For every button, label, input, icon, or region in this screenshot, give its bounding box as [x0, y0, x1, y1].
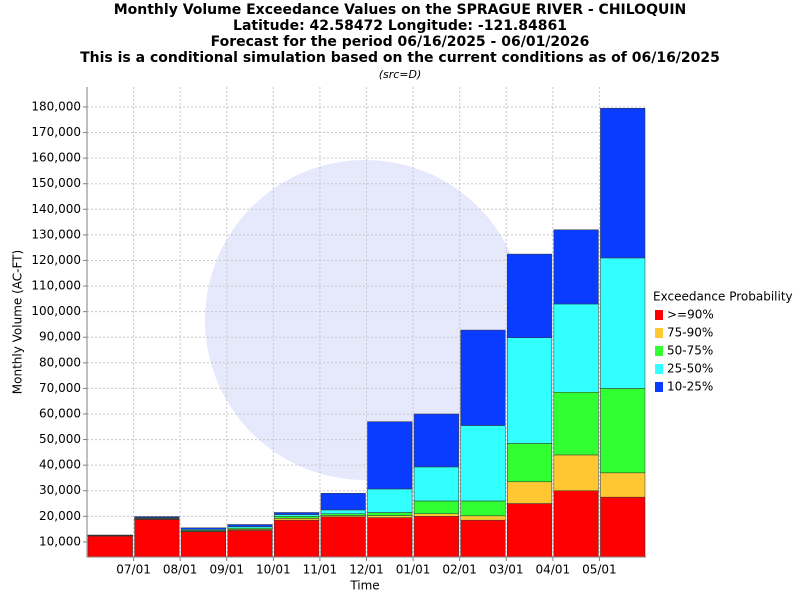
bar-segment — [134, 519, 180, 557]
subtitle: This is a conditional simulation based o… — [80, 50, 720, 66]
y-tick-label: 90,000 — [39, 330, 81, 344]
bar-segment — [320, 513, 366, 516]
y-axis-label: Monthly Volume (AC-FT) — [11, 250, 25, 394]
bar-segment — [367, 515, 413, 518]
y-tick-label: 10,000 — [39, 534, 81, 548]
bar-segment — [553, 303, 599, 393]
y-tick-label: 80,000 — [39, 355, 81, 369]
bar-segment — [413, 516, 459, 557]
bar-segment — [180, 531, 227, 557]
bar-segment — [553, 454, 599, 491]
chart-title: Monthly Volume Exceedance Values on the … — [114, 2, 687, 18]
bar-segment — [274, 516, 320, 519]
bar-segment — [367, 421, 413, 490]
bar-segment — [367, 512, 413, 516]
x-axis-label: Time — [349, 579, 379, 593]
subtitle: Forecast for the period 06/16/2025 - 06/… — [211, 34, 590, 50]
bar-segment — [320, 493, 366, 511]
bar-segment — [367, 517, 413, 557]
x-tick-label: 05/01 — [582, 563, 617, 577]
legend-swatch — [655, 382, 663, 392]
bar-segment — [413, 500, 459, 515]
legend-swatch — [655, 346, 663, 356]
bar-segment — [600, 388, 646, 474]
bar-segment — [274, 514, 320, 517]
y-tick-label: 60,000 — [39, 406, 81, 420]
x-tick-label: 01/01 — [396, 563, 431, 577]
bar-segment — [274, 518, 320, 521]
bar-segment — [413, 413, 459, 468]
x-tick-label: 08/01 — [163, 563, 198, 577]
bar-segment — [274, 519, 320, 557]
legend-title: Exceedance Probability — [653, 290, 793, 304]
y-tick-label: 180,000 — [31, 99, 81, 113]
legend-label: >=90% — [667, 308, 714, 322]
bar-segment — [274, 512, 320, 515]
legend-label: 75-90% — [667, 326, 713, 340]
source-note: (src=D) — [379, 68, 422, 81]
bar-segment — [460, 500, 506, 517]
legend-swatch — [655, 364, 663, 374]
legend-swatch — [655, 310, 663, 320]
y-tick-label: 100,000 — [31, 304, 81, 318]
y-tick-label: 120,000 — [31, 253, 81, 267]
y-tick-label: 40,000 — [39, 458, 81, 472]
bar-segment — [553, 229, 599, 305]
bar-segment — [507, 337, 553, 444]
x-tick-label: 07/01 — [116, 563, 151, 577]
bar-segment — [507, 503, 553, 557]
legend-swatch — [655, 328, 663, 338]
legend-label: 10-25% — [667, 380, 713, 394]
bar-segment — [600, 257, 646, 389]
y-tick-label: 150,000 — [31, 176, 81, 190]
x-tick-label: 04/01 — [536, 563, 571, 577]
bar-segment — [507, 481, 553, 504]
bar-segment — [227, 530, 273, 557]
bar-segment — [553, 490, 599, 557]
bar-segment — [460, 515, 506, 521]
bar-segment — [367, 488, 413, 513]
y-tick-label: 30,000 — [39, 483, 81, 497]
bar-segment — [320, 516, 366, 557]
bar-segment — [134, 516, 180, 518]
x-tick-label: 12/01 — [349, 563, 384, 577]
y-tick-label: 20,000 — [39, 509, 81, 523]
y-tick-label: 140,000 — [31, 202, 81, 216]
y-tick-label: 110,000 — [31, 279, 81, 293]
bar-segment — [460, 425, 506, 502]
bar-segment — [553, 391, 599, 456]
legend-label: 50-75% — [667, 344, 713, 358]
y-tick-label: 130,000 — [31, 227, 81, 241]
x-tick-label: 09/01 — [209, 563, 244, 577]
bar-segment — [600, 107, 646, 259]
bar-segment — [413, 466, 459, 502]
watermark — [205, 160, 525, 480]
subtitle: Latitude: 42.58472 Longitude: -121.84861 — [233, 18, 567, 34]
x-tick-label: 11/01 — [303, 563, 338, 577]
bar-segment — [320, 509, 366, 515]
x-tick-label: 03/01 — [489, 563, 524, 577]
bar-segment — [507, 253, 553, 338]
bar-segment — [600, 472, 646, 498]
legend-label: 25-50% — [667, 362, 713, 376]
y-tick-label: 170,000 — [31, 125, 81, 139]
bars — [87, 107, 646, 557]
x-tick-label: 02/01 — [442, 563, 477, 577]
bar-segment — [600, 496, 646, 557]
bar-segment — [460, 519, 506, 557]
bar-segment — [180, 527, 227, 530]
bar-segment — [413, 513, 459, 517]
y-tick-label: 160,000 — [31, 151, 81, 165]
bar-segment — [460, 329, 506, 426]
x-tick-label: 10/01 — [256, 563, 291, 577]
y-tick-label: 70,000 — [39, 381, 81, 395]
bar-segment — [227, 524, 273, 527]
bar-segment — [507, 443, 553, 483]
y-tick-label: 50,000 — [39, 432, 81, 446]
